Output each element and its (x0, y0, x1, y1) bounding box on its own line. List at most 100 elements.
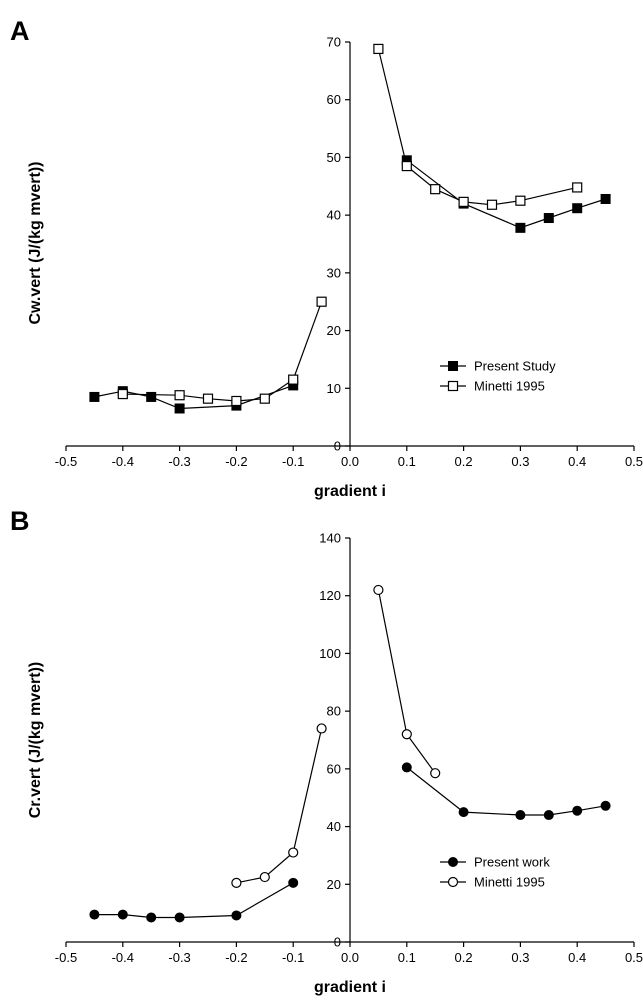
y-tick-label: 50 (327, 150, 341, 165)
x-tick-label: 0.3 (511, 950, 529, 965)
data-point (402, 763, 411, 772)
data-point (90, 910, 99, 919)
data-point (204, 394, 213, 403)
panel-letter: B (10, 506, 30, 536)
x-tick-label: -0.4 (112, 950, 134, 965)
legend-label: Present work (474, 855, 550, 870)
x-tick-label: 0.5 (625, 454, 643, 469)
y-tick-label: 80 (327, 704, 341, 719)
legend-marker (449, 878, 458, 887)
y-tick-label: 20 (327, 877, 341, 892)
data-point (573, 183, 582, 192)
data-point (488, 200, 497, 209)
data-point (175, 391, 184, 400)
x-tick-label: -0.5 (55, 950, 77, 965)
data-point (374, 44, 383, 53)
panel-letter: A (10, 16, 30, 46)
data-point (544, 214, 553, 223)
x-tick-label: -0.4 (112, 454, 134, 469)
x-tick-label: -0.1 (282, 454, 304, 469)
x-tick-label: -0.2 (225, 454, 247, 469)
x-tick-label: 0.2 (455, 454, 473, 469)
x-tick-label: 0.5 (625, 950, 643, 965)
legend-label: Minetti 1995 (474, 379, 545, 394)
x-tick-label: -0.2 (225, 950, 247, 965)
series-open-circle (232, 585, 440, 887)
x-axis-title: gradient i (314, 979, 386, 996)
data-point (431, 769, 440, 778)
data-point (118, 390, 127, 399)
x-tick-label: 0.0 (341, 454, 359, 469)
y-tick-label: 140 (319, 531, 341, 546)
x-tick-label: 0.1 (398, 950, 416, 965)
data-point (260, 394, 269, 403)
data-point (147, 913, 156, 922)
x-tick-label: 0.3 (511, 454, 529, 469)
y-axis-title: Cr.vert (J/(kg mvert)) (27, 662, 44, 819)
data-point (90, 392, 99, 401)
data-point (601, 801, 610, 810)
data-point (516, 196, 525, 205)
data-point (289, 375, 298, 384)
x-tick-label: 0.4 (568, 950, 586, 965)
x-tick-label: 0.4 (568, 454, 586, 469)
legend-entry: Present work (440, 855, 550, 870)
y-tick-label: 30 (327, 265, 341, 280)
data-point (402, 162, 411, 171)
data-point (175, 404, 184, 413)
legend-label: Minetti 1995 (474, 875, 545, 890)
data-point (232, 878, 241, 887)
legend-entry: Minetti 1995 (440, 379, 545, 394)
data-point (544, 811, 553, 820)
y-tick-label: 0 (334, 935, 341, 950)
y-tick-label: 40 (327, 819, 341, 834)
series-line (236, 729, 321, 883)
legend-entry: Present Study (440, 359, 556, 374)
x-tick-label: -0.1 (282, 950, 304, 965)
y-tick-label: 60 (327, 761, 341, 776)
legend-marker (449, 858, 458, 867)
data-point (431, 185, 440, 194)
data-point (260, 873, 269, 882)
x-axis-title: gradient i (314, 483, 386, 500)
y-tick-label: 70 (327, 35, 341, 50)
y-tick-label: 40 (327, 208, 341, 223)
data-point (118, 910, 127, 919)
data-point (317, 724, 326, 733)
data-point (573, 204, 582, 213)
legend-marker (449, 362, 458, 371)
y-axis-title: Cw.vert (J/(kg mvert)) (27, 162, 44, 325)
data-point (232, 911, 241, 920)
x-tick-label: 0.2 (455, 950, 473, 965)
panel-a: A -0.5 -0.4 -0.3 -0.2 -0.1 0.0 0.1 0.2 0.3 0.4 0.5 0… (10, 16, 643, 500)
data-point (516, 223, 525, 232)
data-point (516, 811, 525, 820)
y-tick-label: 10 (327, 381, 341, 396)
series-line (378, 590, 435, 773)
data-point (289, 848, 298, 857)
data-point (175, 913, 184, 922)
data-point (374, 585, 383, 594)
data-point (459, 197, 468, 206)
data-point (459, 808, 468, 817)
data-point (601, 194, 610, 203)
y-tick-label: 0 (334, 439, 341, 454)
y-tick-label: 20 (327, 323, 341, 338)
panel-b: B -0.5 -0.4 -0.3 -0.2 -0.1 0.0 0.1 0.2 0.3 0.4 0.5 0… (10, 506, 643, 996)
legend-entry: Minetti 1995 (440, 875, 545, 890)
legend-label: Present Study (474, 359, 556, 374)
y-tick-label: 120 (319, 588, 341, 603)
y-tick-label: 60 (327, 92, 341, 107)
x-tick-label: -0.3 (168, 454, 190, 469)
x-tick-label: 0.0 (341, 950, 359, 965)
x-tick-label: -0.5 (55, 454, 77, 469)
data-point (402, 730, 411, 739)
data-point (573, 806, 582, 815)
x-tick-label: -0.3 (168, 950, 190, 965)
series-line (378, 49, 577, 205)
y-tick-label: 100 (319, 646, 341, 661)
data-point (289, 878, 298, 887)
legend-marker (449, 382, 458, 391)
data-point (317, 297, 326, 306)
